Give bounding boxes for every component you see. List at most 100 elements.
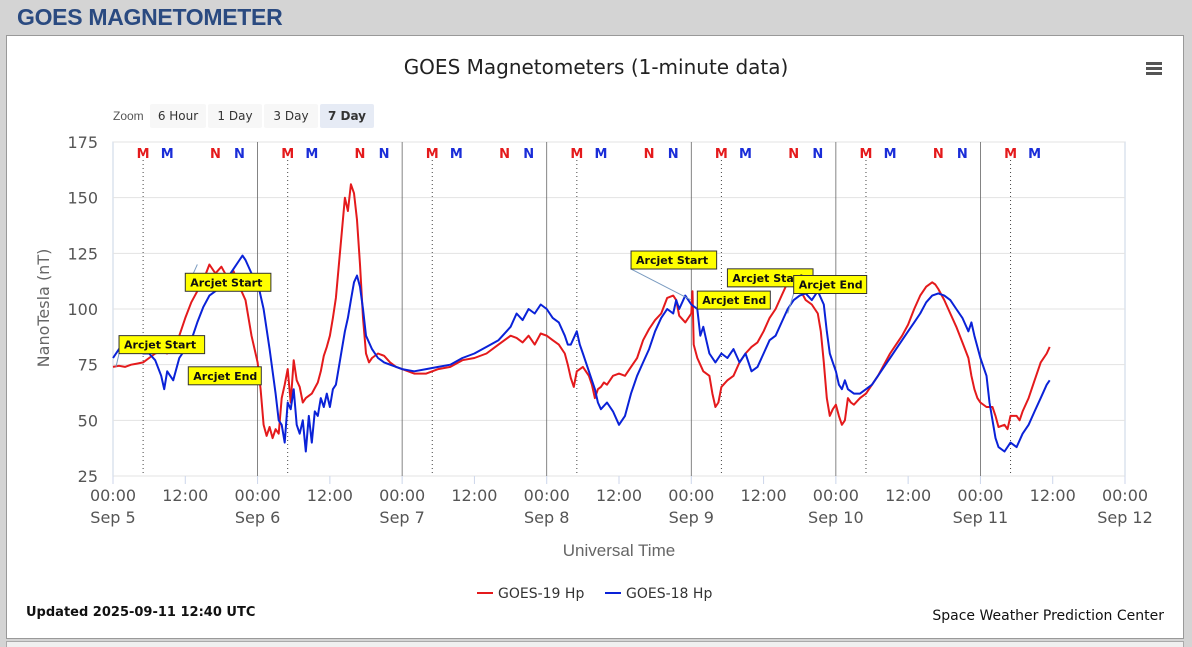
marker-label-n: N — [234, 147, 245, 162]
updated-timestamp: Updated 2025-09-11 12:40 UTC — [26, 605, 255, 620]
zoom-button-bg-6-hour[interactable] — [150, 104, 206, 128]
y-tick-label: 75 — [78, 356, 98, 375]
x-tick-time: 00:00 — [90, 486, 136, 505]
zoom-button-bg-1-day[interactable] — [208, 104, 262, 128]
zoom-button-bg-7-day[interactable] — [320, 104, 374, 128]
zoom-button-6-hour[interactable]: 6 Hour — [150, 104, 206, 128]
page-heading: GOES MAGNETOMETER — [17, 4, 283, 30]
marker-label-n: N — [668, 147, 679, 162]
zoom-button-label-7-day[interactable]: 7 Day — [328, 109, 366, 123]
annotation-box — [187, 366, 262, 386]
y-tick-label: 175 — [67, 133, 98, 152]
legend-item-goes-18-hp[interactable]: GOES-18 Hp — [605, 586, 712, 602]
annotation-connector — [115, 353, 120, 368]
legend-label-goes-19-hp[interactable]: GOES-19 Hp — [498, 586, 584, 602]
annotation-label: Arcjet Start — [636, 254, 708, 267]
x-tick-date: Sep 6 — [235, 508, 280, 527]
zoom-button-3-day[interactable]: 3 Day — [264, 104, 318, 128]
magnetometer-chart: GOES Magnetometers (1-minute data) Zoom … — [26, 55, 1164, 624]
x-tick-date: Sep 7 — [379, 508, 424, 527]
x-tick-date: Sep 9 — [669, 508, 714, 527]
arcjet-annotation: Arcjet End — [787, 275, 868, 314]
annotation-box — [630, 250, 718, 270]
marker-label-m: M — [715, 147, 728, 162]
marker-label-m: M — [739, 147, 752, 162]
legend-item-goes-19-hp[interactable]: GOES-19 Hp — [477, 586, 584, 602]
marker-label-m: M — [884, 147, 897, 162]
marker-label-m: M — [1004, 147, 1017, 162]
marker-label-m: M — [161, 147, 174, 162]
x-tick-date: Sep 11 — [953, 508, 1009, 527]
y-axis-label: NanoTesla (nT) — [34, 249, 53, 368]
x-tick-time: 00:00 — [813, 486, 859, 505]
x-tick-date: Sep 5 — [90, 508, 135, 527]
arcjet-annotation: Arcjet Start — [630, 250, 718, 301]
x-tick-time: 00:00 — [235, 486, 281, 505]
x-tick-time: 12:00 — [596, 486, 642, 505]
y-tick-label: 100 — [67, 300, 98, 319]
annotation-label: Arcjet Start — [732, 272, 804, 285]
x-tick-time: 12:00 — [885, 486, 931, 505]
arcjet-annotation: Arcjet End — [696, 290, 771, 310]
arcjet-annotation: Arcjet Start — [184, 264, 272, 292]
annotation-box — [793, 275, 868, 295]
annotation-box — [118, 335, 206, 355]
annotation-label: Arcjet End — [799, 279, 863, 292]
arcjet-annotation: Arcjet Start — [115, 335, 206, 368]
marker-label-m: M — [860, 147, 873, 162]
x-tick-time: 12:00 — [162, 486, 208, 505]
x-tick-time: 00:00 — [379, 486, 425, 505]
series-lines — [112, 183, 1051, 453]
annotation-label: Arcjet Start — [124, 339, 196, 352]
chart-panel: GOES Magnetometers (1-minute data) Zoom … — [6, 35, 1184, 639]
marker-label-m: M — [305, 147, 318, 162]
y-axis: 25 50 75 100 125 150 175 — [67, 133, 98, 486]
x-axis-label: Universal Time — [563, 541, 675, 560]
bottom-scroll-strip — [6, 641, 1184, 647]
marker-label-m: M — [594, 147, 607, 162]
annotation-connector — [630, 268, 692, 301]
zoom-button-bg-3-day[interactable] — [264, 104, 318, 128]
arcjet-annotation: Arcjet End — [187, 366, 262, 386]
x-axis: 00:00 Sep 5 12:00 00:00 Sep 6 12:00 00:00 Sep 7… — [90, 476, 1153, 527]
zoom-button-1-day[interactable]: 1 Day — [208, 104, 262, 128]
marker-label-n: N — [644, 147, 655, 162]
marker-label-m: M — [137, 147, 150, 162]
arcjet-annotation: Arcjet Start — [726, 268, 814, 288]
x-tick-date: Sep 12 — [1097, 508, 1153, 527]
marker-label-n: N — [355, 147, 366, 162]
x-tick-time: 12:00 — [741, 486, 787, 505]
y-tick-label: 25 — [78, 467, 98, 486]
marker-label-n: N — [499, 147, 510, 162]
y-tick-label: 150 — [67, 189, 98, 208]
marker-label-n: N — [933, 147, 944, 162]
zoom-button-label-1-day[interactable]: 1 Day — [217, 109, 252, 123]
marker-label-n: N — [379, 147, 390, 162]
marker-label-n: N — [788, 147, 799, 162]
marker-label-n: N — [210, 147, 221, 162]
x-tick-date: Sep 8 — [524, 508, 569, 527]
y-tick-label: 50 — [78, 411, 98, 430]
marker-label-m: M — [1028, 147, 1041, 162]
marker-label-m: M — [570, 147, 583, 162]
y-tick-label: 125 — [67, 244, 98, 263]
x-tick-time: 12:00 — [1030, 486, 1076, 505]
zoom-button-label-6-hour[interactable]: 6 Hour — [158, 109, 198, 123]
x-tick-time: 00:00 — [957, 486, 1003, 505]
hamburger-menu-icon[interactable] — [1146, 62, 1162, 75]
x-tick-time: 00:00 — [1102, 486, 1148, 505]
annotation-label: Arcjet Start — [190, 276, 262, 289]
chart-title: GOES Magnetometers (1-minute data) — [404, 55, 789, 79]
marker-label-m: M — [281, 147, 294, 162]
annotation-label: Arcjet End — [193, 370, 257, 383]
legend-label-goes-18-hp[interactable]: GOES-18 Hp — [626, 586, 712, 602]
annotation-label: Arcjet End — [702, 294, 766, 307]
annotation-box — [696, 290, 771, 310]
x-tick-date: Sep 10 — [808, 508, 864, 527]
zoom-button-label-3-day[interactable]: 3 Day — [273, 109, 308, 123]
zoom-buttons: 6 Hour 1 Day 3 Day 7 Day — [150, 104, 374, 128]
annotation-box — [184, 272, 272, 292]
marker-label-n: N — [957, 147, 968, 162]
zoom-button-7-day[interactable]: 7 Day — [320, 104, 374, 128]
credit-text: Space Weather Prediction Center — [932, 608, 1164, 624]
